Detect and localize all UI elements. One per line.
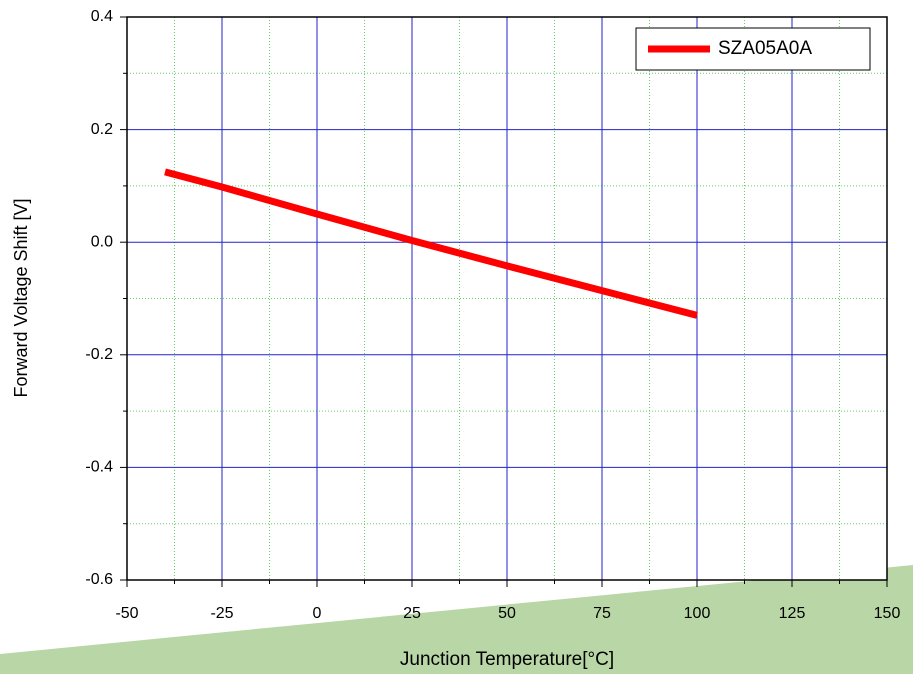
y-tick-label: 0.2 [91, 121, 113, 138]
x-tick-label: 125 [779, 605, 806, 622]
x-tick-label: 50 [498, 605, 516, 622]
x-tick-label: 100 [684, 605, 711, 622]
background-swoosh [0, 565, 913, 674]
y-tick-label: 0.0 [91, 233, 113, 250]
x-tick-label: 0 [313, 605, 322, 622]
x-tick-label: -50 [115, 605, 138, 622]
x-tick-label: -25 [210, 605, 233, 622]
data-line [164, 168, 698, 319]
x-tick-label: 75 [593, 605, 611, 622]
plot-frame [126, 16, 888, 581]
x-tick-label: 25 [403, 605, 421, 622]
y-tick-label: -0.6 [85, 571, 113, 588]
y-axis-title: Forward Voltage Shift [V] [11, 198, 31, 397]
y-tick-label: 0.4 [91, 8, 113, 25]
x-tick-label: 150 [874, 605, 901, 622]
x-axis-title: Junction Temperature[°C] [400, 649, 614, 670]
y-tick-label: -0.4 [85, 459, 113, 476]
legend-label: SZA05A0A [718, 38, 812, 59]
y-tick-label: -0.2 [85, 346, 113, 363]
